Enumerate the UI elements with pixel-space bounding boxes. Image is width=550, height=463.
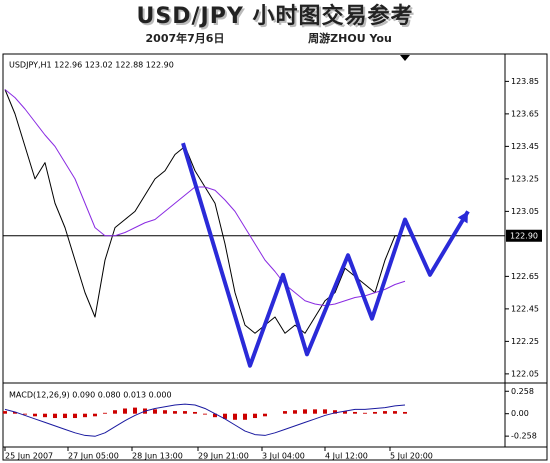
x-tick-label: 27 Jun 05:00 — [68, 452, 119, 461]
series-line — [4, 403, 406, 437]
price-label-box — [506, 229, 542, 242]
histogram-bar — [153, 409, 157, 414]
author: 周游ZHOU You — [308, 31, 392, 45]
histogram-bar — [113, 410, 117, 414]
histogram-bar — [283, 411, 287, 414]
page-title: USD/JPY 小时图交易参考 — [137, 3, 414, 29]
y-tick-label: 122.65 — [511, 272, 539, 281]
x-tick-label: 3 Jul 04:00 — [262, 452, 305, 461]
histogram-bar — [53, 413, 57, 419]
series-line — [4, 89, 406, 307]
histogram-bar — [93, 413, 97, 417]
panel-title: USDJPY,H1 122.96 123.02 122.88 122.90 — [9, 61, 174, 70]
histogram-bar — [323, 409, 327, 414]
histogram-bar — [13, 411, 17, 414]
histogram-bar — [243, 413, 247, 420]
y-tick-label: 0.258 — [511, 387, 534, 396]
histogram-bar — [393, 411, 397, 414]
arrow-head — [457, 211, 468, 224]
histogram-bar — [363, 412, 367, 414]
histogram-bar — [83, 413, 87, 418]
histogram-bar — [233, 413, 237, 420]
histogram-bar — [293, 410, 297, 414]
shift-marker — [400, 55, 410, 61]
y-tick-label: 123.25 — [511, 174, 539, 183]
title-shadow: USD/JPY 小时图交易参考 — [139, 5, 416, 31]
histogram-bar — [223, 413, 227, 419]
histogram-bar — [133, 407, 137, 414]
histogram-bar — [213, 413, 217, 418]
y-tick-label: 0.00 — [511, 409, 529, 418]
histogram-bar — [3, 411, 7, 414]
histogram-bar — [383, 411, 387, 414]
histogram-bar — [373, 411, 377, 414]
frame — [2, 53, 548, 461]
histogram-bar — [163, 410, 167, 414]
x-tick-label: 29 Jun 21:00 — [198, 452, 249, 461]
histogram-bar — [33, 413, 37, 417]
histogram-bar — [103, 412, 107, 414]
y-tick-label: 123.45 — [511, 142, 539, 151]
x-tick-label: 25 Jun 2007 — [5, 452, 53, 461]
y-tick-label: -0.258 — [511, 432, 537, 441]
histogram-bar — [43, 413, 47, 418]
y-tick-label: 122.05 — [511, 369, 539, 378]
histogram-bar — [23, 413, 27, 415]
histogram-bar — [303, 409, 307, 414]
histogram-bar — [63, 413, 67, 419]
histogram-bar — [333, 410, 337, 414]
x-tick-label: 4 Jul 12:00 — [325, 452, 368, 461]
histogram-bar — [263, 413, 267, 417]
y-tick-label: 123.05 — [511, 207, 539, 216]
histogram-bar — [183, 411, 187, 414]
histogram-bar — [123, 408, 127, 414]
x-tick-label: 5 Jul 20:00 — [390, 452, 433, 461]
y-tick-label: 122.45 — [511, 304, 539, 313]
current-price-label: 122.90 — [510, 231, 538, 240]
histogram-bar — [173, 411, 177, 414]
forecast-path — [181, 142, 470, 368]
histogram-bar — [403, 411, 407, 414]
y-tick-label: 122.25 — [511, 337, 539, 346]
x-tick-label: 28 Jun 13:00 — [132, 452, 183, 461]
date: 2007年7月6日 — [146, 31, 225, 45]
histogram-bar — [73, 413, 77, 419]
panel-title: MACD(12,26,9) 0.090 0.080 0.013 0.000 — [9, 391, 172, 400]
histogram-bar — [313, 409, 317, 414]
histogram-bar — [253, 413, 257, 419]
histogram-bar — [353, 411, 357, 414]
histogram-bar — [193, 411, 197, 414]
y-tick-label: 123.85 — [511, 77, 539, 86]
histogram-bar — [203, 413, 207, 415]
histogram-bar — [343, 411, 347, 414]
y-tick-label: 123.65 — [511, 109, 539, 118]
